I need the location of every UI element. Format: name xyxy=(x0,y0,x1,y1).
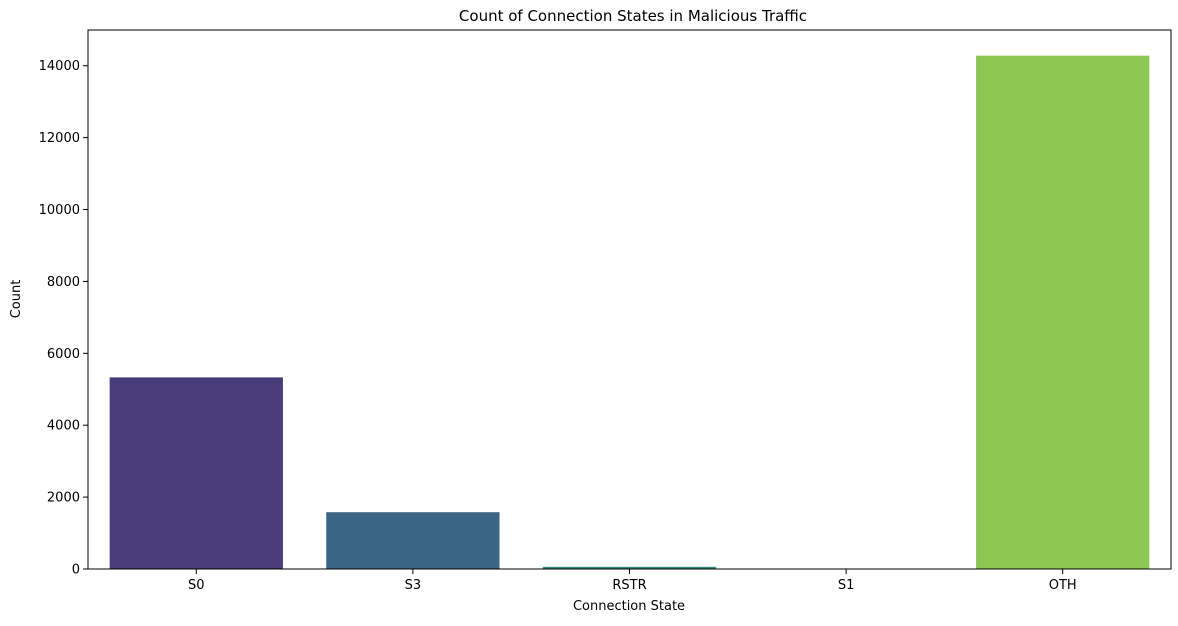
x-axis-ticks: S0 S3 RSTR S1 OTH xyxy=(188,569,1077,593)
bar-s0 xyxy=(110,377,283,569)
x-tick-label: OTH xyxy=(1049,578,1077,593)
y-tick-label: 2000 xyxy=(47,491,80,506)
y-tick-label: 10000 xyxy=(39,203,80,218)
x-tick-label: S3 xyxy=(405,578,422,593)
bar-s3 xyxy=(326,512,499,569)
y-axis-label: Count xyxy=(9,280,24,319)
x-tick-label: S1 xyxy=(838,578,855,593)
x-tick-label: S0 xyxy=(188,578,205,593)
x-axis-label: Connection State xyxy=(573,599,685,614)
x-tick-label: RSTR xyxy=(612,578,646,593)
y-tick-label: 6000 xyxy=(47,347,80,362)
bars-group xyxy=(110,56,1150,569)
y-tick-label: 14000 xyxy=(39,59,80,74)
y-axis-ticks: 0 2000 4000 6000 8000 10000 12000 14000 xyxy=(39,59,88,577)
chart-title: Count of Connection States in Malicious … xyxy=(459,7,807,25)
y-tick-label: 8000 xyxy=(47,275,80,290)
bar-oth xyxy=(976,56,1149,569)
y-tick-label: 0 xyxy=(72,563,80,578)
y-tick-label: 12000 xyxy=(39,131,80,146)
y-tick-label: 4000 xyxy=(47,419,80,434)
